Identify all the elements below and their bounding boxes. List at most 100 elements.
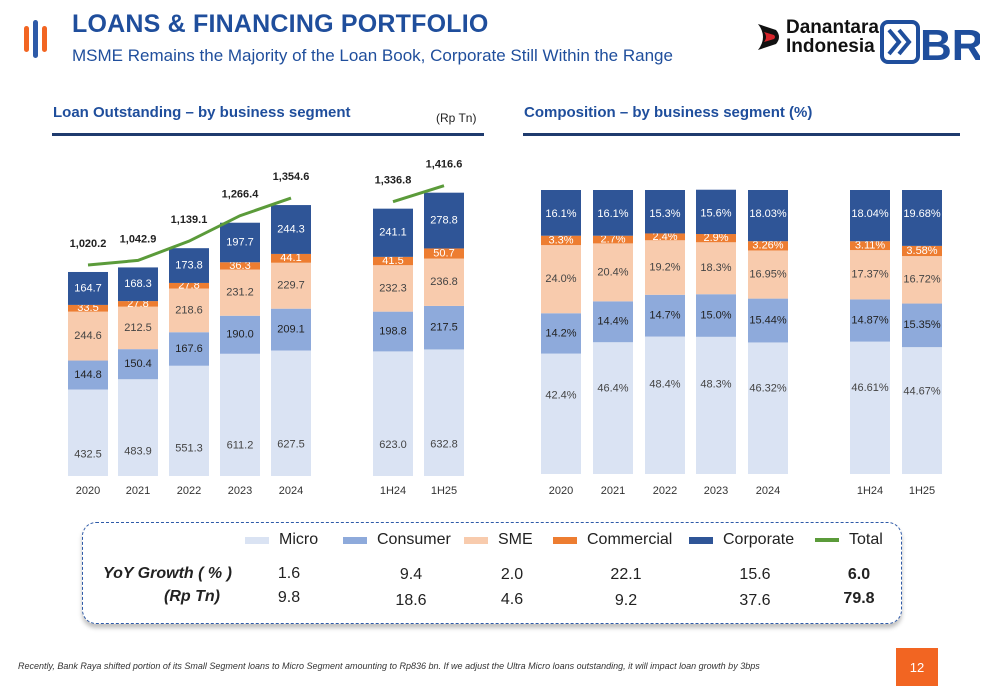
pct-bar-commercial-2021	[593, 235, 633, 244]
bar-commercial-2021	[118, 301, 158, 307]
label-sme-2023: 231.2	[226, 287, 254, 299]
bar-sme-2020	[68, 311, 108, 361]
pct-label-consumer-1H24: 14.87%	[851, 314, 889, 326]
bar-commercial-2020	[68, 304, 108, 312]
label-corporate-2024: 244.3	[277, 223, 305, 235]
xtick-right-2024: 2024	[756, 485, 780, 497]
right-section-rule	[523, 133, 960, 136]
pct-bar-micro-1H24	[850, 341, 890, 474]
label-consumer-2022: 167.6	[175, 343, 203, 355]
total-line-half-year	[392, 184, 445, 204]
legend-commercial-label: Commercial	[587, 531, 673, 548]
bar-consumer-1H24	[373, 311, 413, 352]
label-micro-2020: 432.5	[74, 448, 102, 460]
growth-rp-commercial: 9.2	[614, 592, 638, 609]
pct-bar-commercial-2020	[541, 235, 581, 246]
page-title: LOANS & FINANCING PORTFOLIO	[72, 10, 489, 38]
label-micro-2023: 611.2	[227, 439, 254, 451]
growth-rp-sme: 4.6	[500, 591, 524, 608]
pct-bar-corporate-1H25	[902, 190, 942, 246]
bar-sme-2022	[169, 288, 209, 333]
pct-label-sme-1H24: 17.37%	[851, 269, 889, 281]
pct-label-sme-1H25: 16.72%	[903, 274, 941, 286]
legend-total-label: Total	[849, 531, 883, 548]
right-chart-title: Composition – by business segment (%)	[524, 104, 813, 121]
bar-consumer-2021	[118, 349, 158, 380]
label-consumer-1H24: 198.8	[379, 325, 407, 337]
pct-label-corporate-1H24: 18.04%	[851, 208, 889, 220]
pct-label-corporate-2020: 16.1%	[545, 208, 576, 220]
legend-micro-label: Micro	[279, 531, 319, 548]
label-consumer-2023: 190.0	[226, 329, 254, 341]
label-micro-1H25: 632.8	[430, 438, 458, 450]
xtick-left-2024: 2024	[279, 485, 303, 497]
brand-line-2: Indonesia	[786, 36, 875, 57]
growth-pct-micro: 1.6	[277, 565, 301, 582]
bar-sme-2023	[220, 269, 260, 316]
bar-micro-2020	[68, 389, 108, 476]
xtick-right-2020: 2020	[549, 485, 573, 497]
bar-consumer-1H25	[424, 305, 464, 350]
growth-pct-total: 6.0	[847, 566, 871, 583]
pct-label-sme-2021: 20.4%	[597, 266, 628, 278]
legend-commercial: Commercial	[553, 531, 672, 549]
pct-label-commercial-1H24: 3.11%	[855, 240, 886, 252]
label-commercial-2024: 44.1	[280, 252, 301, 264]
bar-corporate-2020	[68, 271, 108, 305]
pct-bar-sme-2022	[645, 240, 685, 295]
pct-bar-commercial-2024	[748, 241, 788, 251]
pct-label-commercial-2021: 2.7%	[600, 233, 625, 245]
label-consumer-1H25: 217.5	[430, 322, 458, 334]
pct-bar-corporate-2023	[696, 189, 736, 235]
total-line-annual	[87, 196, 292, 267]
label-sme-1H24: 232.3	[379, 282, 407, 294]
pct-bar-consumer-2021	[593, 301, 633, 343]
label-consumer-2021: 150.4	[124, 358, 152, 370]
growth-rp-total: 79.8	[843, 590, 875, 607]
pct-bar-commercial-2022	[645, 233, 685, 241]
label-commercial-2020: 33.5	[77, 302, 98, 314]
label-total-1H25: 1,416.6	[426, 159, 463, 171]
legend-micro: Micro	[245, 531, 318, 549]
bri-logo: BRI	[880, 20, 980, 64]
bar-commercial-1H25	[424, 248, 464, 259]
pct-bar-sme-2020	[541, 245, 581, 314]
pct-label-commercial-2024: 3.26%	[752, 240, 783, 252]
label-micro-1H24: 623.0	[379, 439, 407, 451]
xtick-left-2022: 2022	[177, 485, 201, 497]
bar-corporate-2022	[169, 248, 209, 283]
bar-consumer-2020	[68, 360, 108, 390]
pct-bar-micro-1H25	[902, 347, 942, 474]
pct-label-consumer-2024: 15.44%	[749, 314, 787, 326]
xtick-right-2022: 2022	[653, 485, 677, 497]
legend-consumer-swatch	[343, 536, 367, 544]
growth-rp-corporate: 37.6	[739, 592, 771, 609]
legend-panel	[82, 522, 902, 624]
legend-corporate-swatch	[689, 536, 713, 544]
label-corporate-1H25: 278.8	[430, 214, 458, 226]
pct-label-consumer-1H25: 15.35%	[903, 319, 941, 331]
growth-pct-corporate: 15.6	[739, 566, 771, 583]
pct-label-corporate-2024: 18.03%	[749, 208, 787, 220]
label-sme-2020: 244.6	[74, 330, 102, 342]
pct-bar-consumer-2023	[696, 294, 736, 337]
pct-label-sme-2022: 19.2%	[649, 261, 680, 273]
pct-label-sme-2024: 16.95%	[749, 268, 787, 280]
growth-rp-micro: 9.8	[277, 589, 301, 606]
label-total-2020: 1,020.2	[70, 238, 107, 250]
pct-bar-micro-2021	[593, 342, 633, 474]
pct-label-corporate-1H25: 19.68%	[903, 208, 941, 220]
legend-total: Total	[815, 531, 883, 549]
label-total-2022: 1,139.1	[171, 214, 208, 226]
left-chart-title: Loan Outstanding – by business segment	[53, 104, 351, 121]
pct-bar-corporate-2021	[593, 190, 633, 236]
pct-label-corporate-2021: 16.1%	[597, 208, 628, 220]
bar-consumer-2022	[169, 332, 209, 366]
pct-bar-commercial-1H25	[902, 245, 942, 257]
page-number: 12	[896, 648, 938, 686]
legend-consumer-label: Consumer	[377, 531, 451, 548]
bar-micro-2021	[118, 379, 158, 476]
label-total-2023: 1,266.4	[222, 189, 260, 201]
label-sme-2022: 218.6	[175, 304, 203, 316]
bar-commercial-2023	[220, 262, 260, 270]
